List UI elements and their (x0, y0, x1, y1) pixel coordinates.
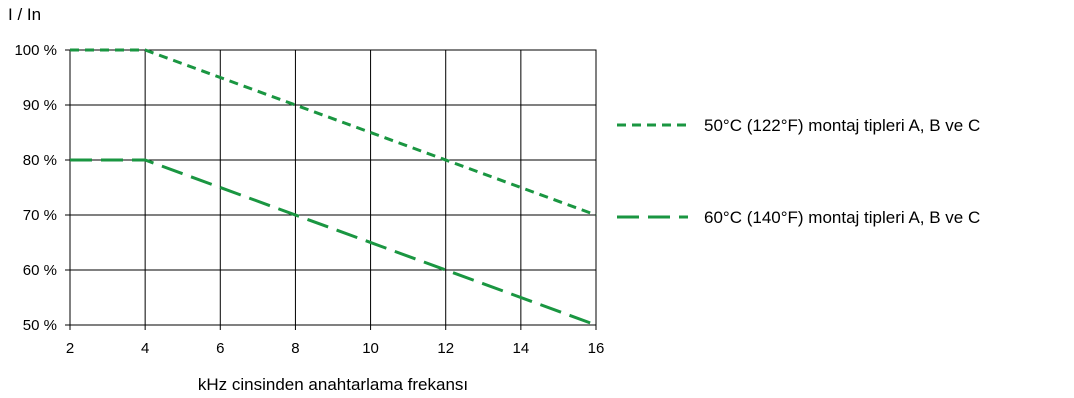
x-tick-label: 2 (66, 340, 74, 357)
series-line-1 (70, 48, 597, 217)
x-tick-label: 10 (362, 340, 379, 357)
x-tick-label: 14 (513, 340, 530, 357)
x-tick-label: 4 (141, 340, 149, 357)
legend: 50°C (122°F) montaj tipleri A, B ve C 60°… (617, 116, 980, 227)
chart-grid (65, 49, 597, 330)
y-tick-label: 70 % (23, 207, 57, 224)
y-axis-title: I / In (8, 5, 41, 24)
x-tick-label: 6 (216, 340, 224, 357)
y-axis-ticks: 100 % 90 % 80 % 70 % 60 % 50 % (14, 42, 57, 334)
y-tick-label: 60 % (23, 262, 57, 279)
x-tick-label: 12 (437, 340, 454, 357)
y-tick-label: 80 % (23, 152, 57, 169)
legend-label-1: 50°C (122°F) montaj tipleri A, B ve C (704, 116, 980, 135)
y-tick-label: 100 % (14, 42, 57, 59)
plot-area-frame (69, 49, 597, 326)
legend-label-2: 60°C (140°F) montaj tipleri A, B ve C (704, 208, 980, 227)
y-tick-label: 90 % (23, 97, 57, 114)
series-lines (70, 48, 597, 327)
x-tick-label: 8 (291, 340, 299, 357)
x-tick-label: 16 (588, 340, 605, 357)
x-axis-title: kHz cinsinden anahtarlama frekansı (198, 375, 468, 394)
plot-border (69, 49, 597, 326)
y-tick-label: 50 % (23, 317, 57, 334)
series-line-2 (70, 158, 597, 327)
x-axis-ticks: 2 4 6 8 10 12 14 16 (66, 340, 605, 357)
